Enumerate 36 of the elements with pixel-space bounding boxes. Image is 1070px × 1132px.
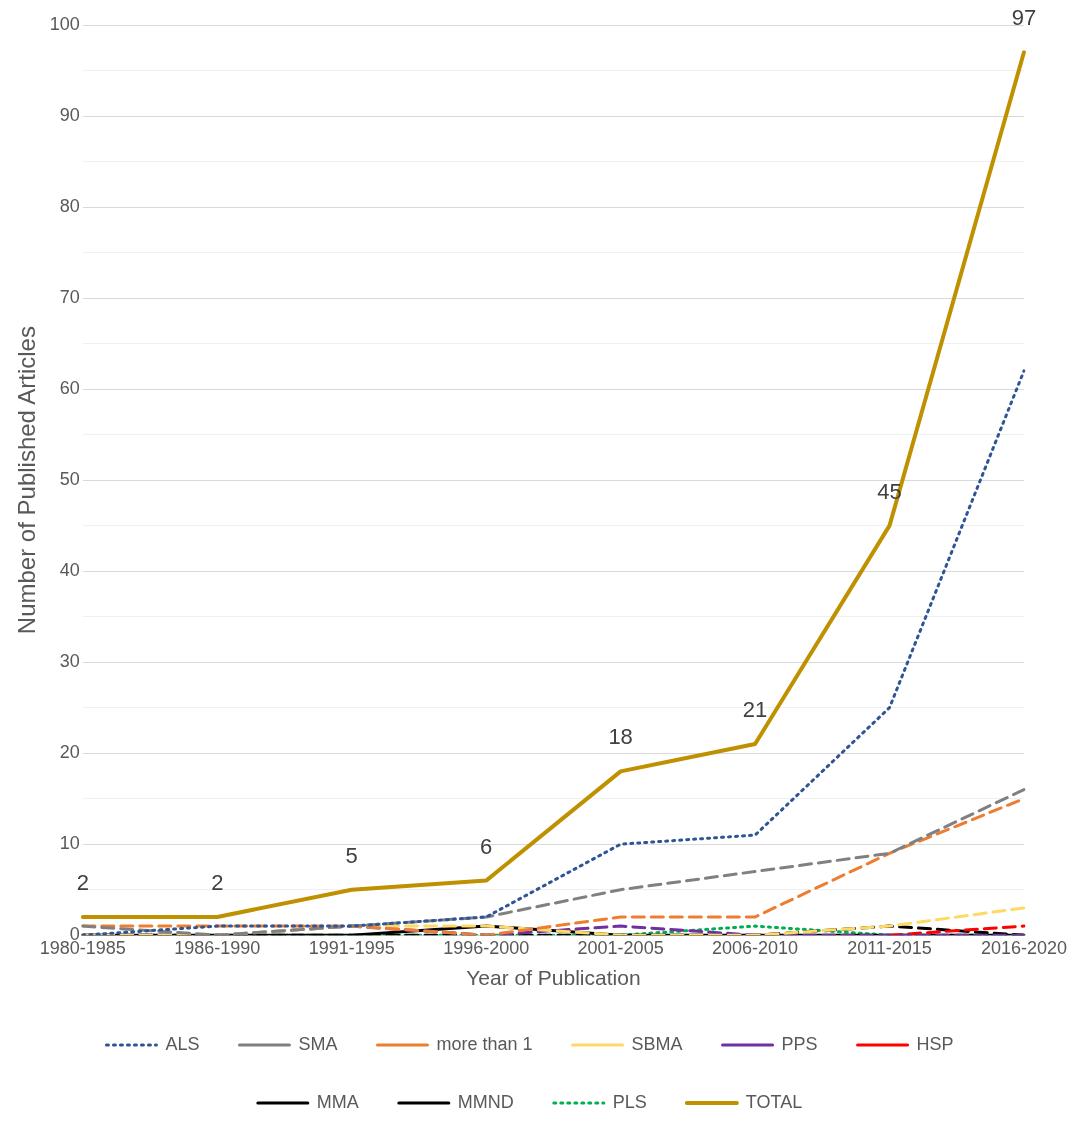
legend-label: SMA bbox=[298, 1033, 338, 1054]
y-tick-label: 10 bbox=[59, 833, 80, 854]
y-tick-label: 20 bbox=[59, 742, 80, 763]
data-label: 5 bbox=[345, 842, 358, 868]
x-tick-label: 1986-1990 bbox=[174, 937, 261, 958]
data-label: 18 bbox=[608, 724, 633, 750]
y-tick-label: 40 bbox=[59, 560, 80, 581]
x-tick-label: 2016-2020 bbox=[980, 937, 1068, 958]
y-axis-title: Number of Published Articles bbox=[13, 326, 41, 635]
legend-label: PPS bbox=[781, 1033, 818, 1054]
x-tick-label: 2001-2005 bbox=[577, 937, 664, 958]
legend-label: MMA bbox=[316, 1091, 359, 1112]
y-tick-label: 70 bbox=[59, 287, 80, 308]
x-tick-label: 1991-1995 bbox=[308, 937, 395, 958]
y-tick-label: 80 bbox=[59, 196, 80, 217]
legend-label: TOTAL bbox=[745, 1091, 803, 1112]
legend-label: PLS bbox=[612, 1091, 647, 1112]
legend-label: MMND bbox=[457, 1091, 514, 1112]
legend-label: SBMA bbox=[631, 1033, 683, 1054]
y-tick-label: 50 bbox=[59, 469, 80, 490]
x-axis-title: Year of Publication bbox=[466, 966, 641, 990]
data-label: 2 bbox=[211, 870, 224, 896]
y-tick-label: 30 bbox=[59, 651, 80, 672]
legend-label: ALS bbox=[165, 1033, 200, 1054]
y-tick-label: 60 bbox=[59, 378, 80, 399]
data-label: 6 bbox=[480, 833, 493, 859]
data-label: 21 bbox=[742, 697, 768, 723]
x-tick-label: 2011-2015 bbox=[847, 937, 932, 958]
y-tick-label: 90 bbox=[59, 104, 80, 125]
legend-label: more than 1 bbox=[436, 1033, 533, 1054]
x-tick-label: 2006-2010 bbox=[712, 937, 799, 958]
data-label: 97 bbox=[1011, 5, 1037, 31]
legend-label: HSP bbox=[916, 1033, 954, 1054]
x-tick-label: 1996-2000 bbox=[443, 937, 530, 958]
y-tick-label: 100 bbox=[49, 13, 80, 34]
data-label: 2 bbox=[76, 870, 89, 896]
